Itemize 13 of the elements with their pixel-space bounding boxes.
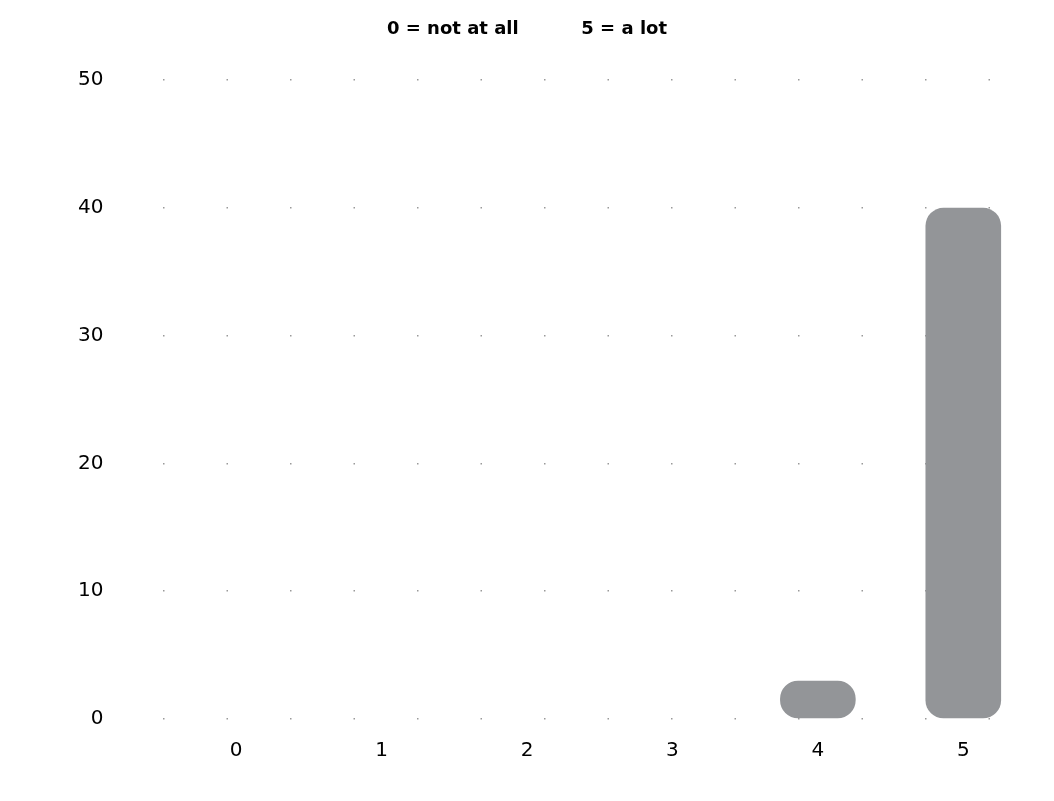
- y-tick-label: 50: [78, 66, 104, 91]
- x-tick-label: 1: [375, 737, 388, 762]
- x-tick-label: 3: [666, 737, 679, 762]
- y-tick-label: 30: [78, 321, 104, 346]
- x-tick-label: 2: [520, 737, 534, 762]
- chart-title: 0 = not at all 5 = a lot: [386, 16, 668, 38]
- y-tick-label: 40: [78, 194, 104, 218]
- x-tick-label: 4: [811, 737, 825, 762]
- y-tick-label: 10: [78, 577, 104, 602]
- y-tick-label: 0: [90, 705, 104, 730]
- y-tick-label: 20: [78, 449, 104, 474]
- x-tick-label: 5: [956, 737, 970, 762]
- x-tick-label: 0: [229, 737, 243, 762]
